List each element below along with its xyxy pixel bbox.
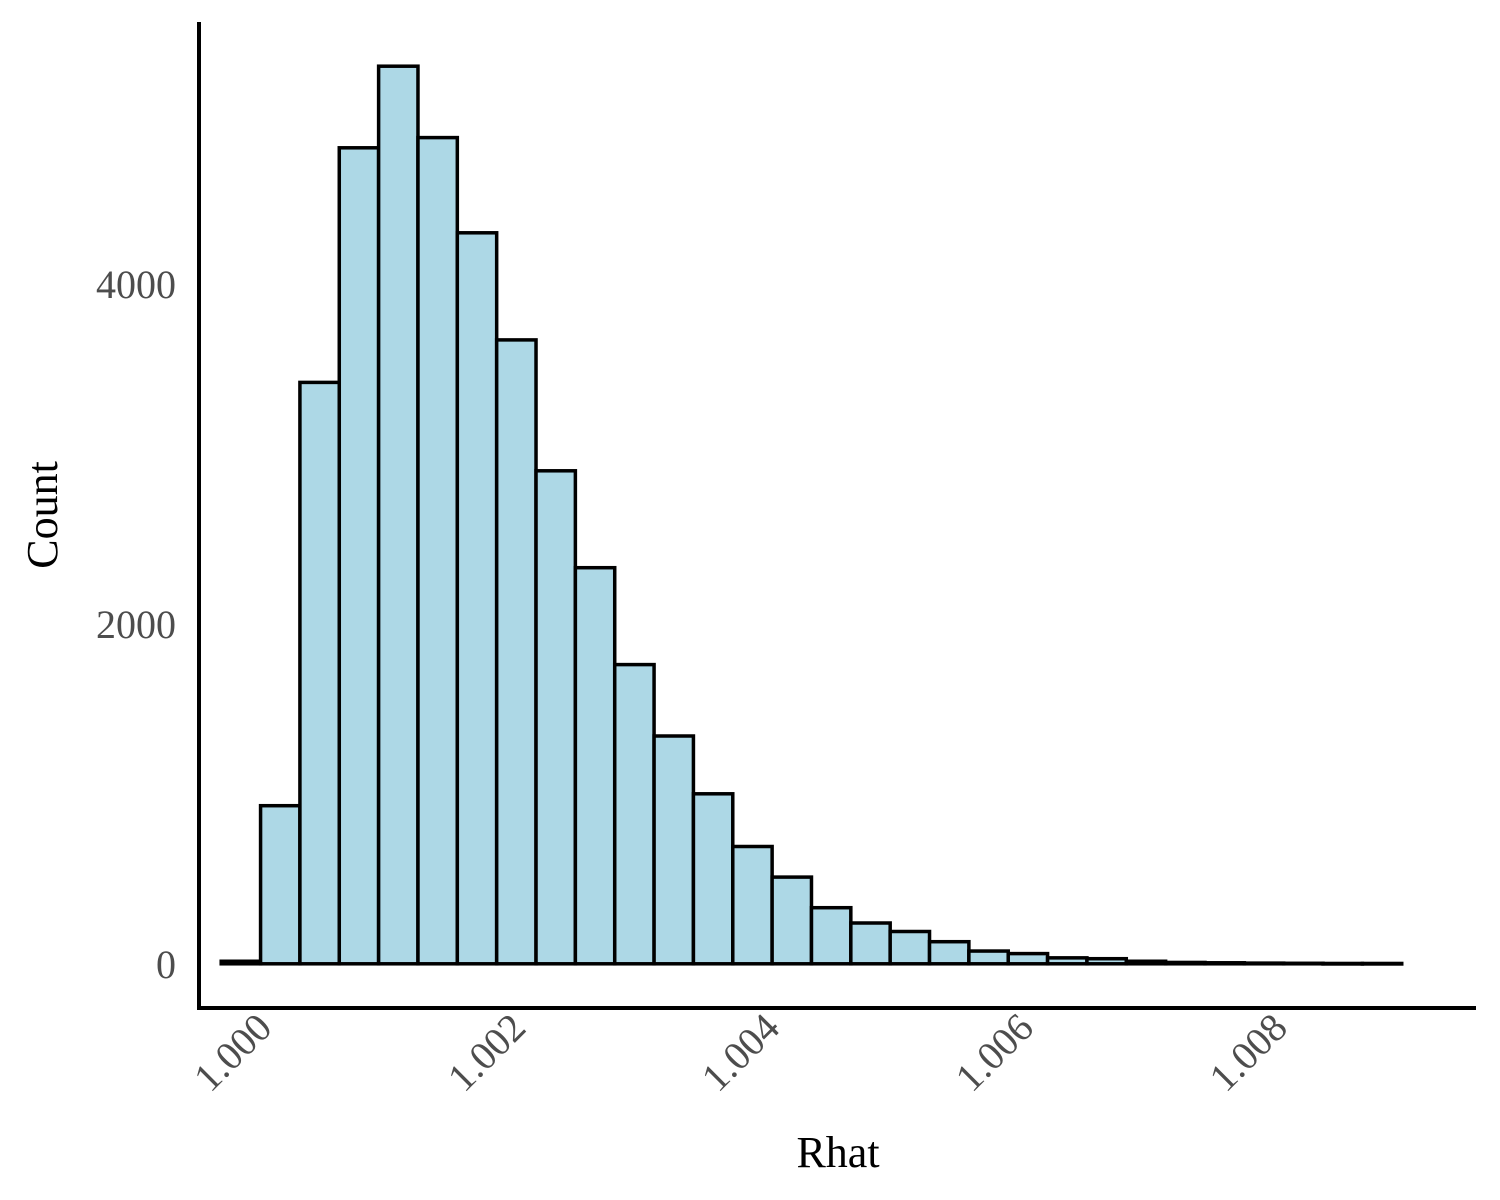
histogram-bar bbox=[376, 64, 420, 966]
y-tick-label: 0 bbox=[156, 942, 176, 987]
histogram-bar bbox=[455, 231, 499, 966]
histogram-bar bbox=[534, 469, 578, 966]
histogram-bar bbox=[1360, 961, 1404, 966]
x-tick-label: 1.004 bbox=[693, 1005, 788, 1100]
x-tick-label: 1.000 bbox=[185, 1005, 280, 1100]
histogram-bar bbox=[612, 662, 656, 966]
histogram-bar bbox=[1006, 951, 1050, 966]
histogram-bar bbox=[809, 905, 853, 966]
histogram-bar bbox=[888, 929, 932, 966]
x-tick-labels: 1.000 1.002 1.004 1.006 1.008 bbox=[185, 1005, 1296, 1100]
histogram-bar bbox=[573, 565, 617, 966]
histogram-bars bbox=[219, 64, 1404, 966]
x-axis-title: Rhat bbox=[796, 1128, 879, 1177]
y-axis-title: Count bbox=[18, 461, 67, 569]
y-tick-labels: 0 2000 4000 bbox=[96, 262, 176, 987]
x-tick-label: 1.006 bbox=[946, 1005, 1041, 1100]
histogram-bar bbox=[770, 875, 814, 966]
histogram-bar bbox=[1045, 956, 1089, 966]
histogram-bar bbox=[849, 921, 892, 966]
y-tick-label: 4000 bbox=[96, 262, 176, 307]
histogram-bar bbox=[1085, 956, 1129, 966]
x-tick-label: 1.002 bbox=[439, 1005, 534, 1100]
x-tick-label: 1.008 bbox=[1200, 1005, 1295, 1100]
histogram-bar bbox=[652, 734, 696, 966]
y-tick-label: 2000 bbox=[96, 602, 176, 647]
histogram-bar bbox=[691, 792, 735, 966]
histogram-bar bbox=[927, 939, 971, 966]
histogram-bar bbox=[1124, 959, 1168, 966]
histogram-bar bbox=[967, 949, 1010, 966]
histogram-bar bbox=[219, 959, 263, 966]
histogram-bar bbox=[416, 135, 460, 966]
histogram-bar bbox=[1242, 961, 1286, 966]
histogram-bar bbox=[1321, 961, 1365, 966]
histogram-bar bbox=[1281, 961, 1325, 966]
histogram-bar bbox=[298, 380, 342, 966]
histogram-bar bbox=[1203, 961, 1247, 966]
histogram-bar bbox=[1163, 960, 1207, 966]
histogram-bar bbox=[258, 803, 302, 966]
histogram-bar bbox=[494, 338, 538, 966]
histogram-bar bbox=[731, 844, 774, 966]
histogram-bar bbox=[337, 146, 381, 966]
